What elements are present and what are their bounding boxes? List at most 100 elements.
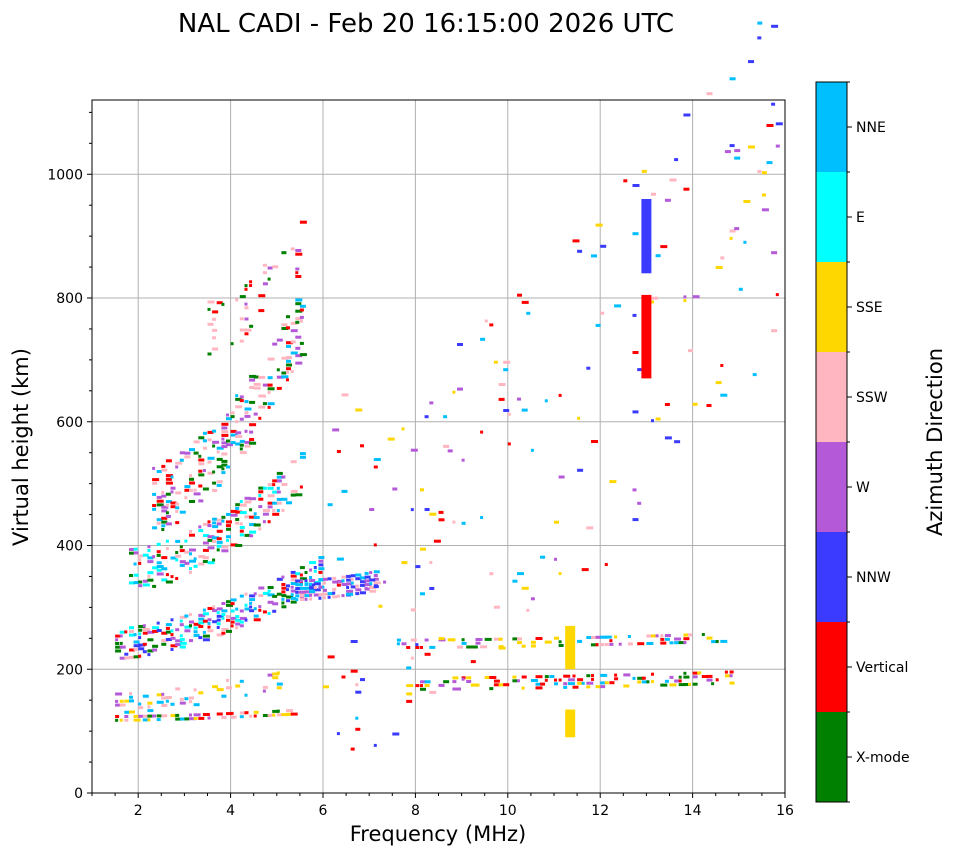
echo-point bbox=[184, 550, 190, 554]
colorbar-segment bbox=[816, 172, 847, 262]
echo-point bbox=[235, 510, 243, 514]
echo-point bbox=[239, 395, 244, 399]
echo-point bbox=[179, 623, 184, 627]
echo-point bbox=[614, 635, 618, 639]
echo-point bbox=[364, 587, 370, 591]
echo-point bbox=[165, 522, 172, 526]
echo-point bbox=[179, 641, 187, 645]
echo-point bbox=[179, 619, 183, 623]
echo-point bbox=[216, 712, 223, 716]
echo-point bbox=[276, 479, 282, 483]
echo-point bbox=[239, 679, 244, 683]
echo-point bbox=[309, 582, 313, 586]
echo-point bbox=[221, 467, 225, 471]
echo-point bbox=[276, 368, 280, 372]
echo-point bbox=[415, 565, 421, 569]
echo-point bbox=[129, 655, 135, 659]
echo-point bbox=[466, 680, 472, 683]
echo-point bbox=[318, 567, 325, 571]
echo-point bbox=[299, 577, 307, 581]
echo-point bbox=[193, 557, 197, 561]
echo-point bbox=[410, 638, 417, 642]
echo-point bbox=[249, 441, 257, 445]
echo-point bbox=[230, 429, 237, 433]
echo-point bbox=[336, 450, 341, 453]
echo-point bbox=[267, 402, 275, 406]
echo-point bbox=[267, 494, 275, 498]
echo-point bbox=[189, 567, 192, 571]
echo-point bbox=[230, 715, 237, 719]
echo-point bbox=[281, 497, 288, 501]
echo-point bbox=[226, 527, 231, 531]
echo-point bbox=[498, 646, 506, 650]
echo-point bbox=[507, 412, 511, 416]
echo-point bbox=[498, 637, 503, 641]
echo-point bbox=[724, 150, 731, 154]
echo-point bbox=[341, 594, 345, 598]
echo-point bbox=[124, 652, 129, 656]
echo-point bbox=[230, 624, 234, 628]
echo-point bbox=[249, 423, 257, 427]
echo-point bbox=[239, 511, 247, 515]
echo-point bbox=[734, 156, 741, 160]
echo-point bbox=[230, 513, 238, 517]
echo-point bbox=[290, 370, 294, 374]
echo-point bbox=[179, 545, 183, 549]
colorbar-tick-label: Vertical bbox=[856, 660, 908, 676]
echo-point bbox=[641, 169, 647, 173]
echo-point bbox=[244, 306, 249, 310]
echo-point bbox=[295, 572, 301, 576]
echo-point bbox=[267, 520, 271, 524]
echo-point bbox=[318, 578, 325, 582]
grid-layer bbox=[92, 100, 785, 793]
echo-point bbox=[207, 618, 212, 622]
echo-point bbox=[669, 641, 674, 645]
echo-point bbox=[346, 578, 352, 582]
echo-point bbox=[554, 557, 557, 561]
echo-point bbox=[604, 563, 608, 566]
echo-point bbox=[115, 634, 122, 638]
echo-point bbox=[600, 643, 605, 647]
echo-point bbox=[554, 682, 558, 686]
echo-point bbox=[198, 617, 205, 621]
echo-point bbox=[521, 644, 526, 648]
echo-point bbox=[276, 386, 282, 390]
echo-point bbox=[235, 618, 242, 622]
echo-point bbox=[475, 638, 483, 641]
echo-point bbox=[253, 412, 258, 416]
echo-point bbox=[295, 275, 302, 278]
echo-point bbox=[184, 488, 191, 492]
echo-point bbox=[683, 671, 687, 675]
echo-point bbox=[604, 635, 612, 639]
echo-point bbox=[170, 644, 178, 648]
echo-point bbox=[281, 251, 287, 255]
echo-point bbox=[424, 415, 429, 419]
echo-point bbox=[461, 521, 466, 525]
echo-point bbox=[267, 612, 271, 615]
echo-point bbox=[207, 438, 212, 442]
echo-point bbox=[212, 540, 217, 543]
echo-point bbox=[156, 561, 162, 565]
echo-point bbox=[286, 367, 291, 371]
echo-point bbox=[147, 649, 154, 653]
echo-point bbox=[230, 441, 236, 445]
echo-point bbox=[493, 683, 500, 687]
echo-point bbox=[281, 327, 289, 330]
echo-point bbox=[309, 561, 317, 565]
echo-point bbox=[341, 675, 346, 679]
echo-point bbox=[526, 311, 531, 315]
echo-point bbox=[336, 557, 344, 561]
echo-point bbox=[688, 349, 693, 353]
echo-point bbox=[152, 644, 159, 648]
echo-point bbox=[664, 634, 671, 637]
echo-point bbox=[286, 588, 289, 592]
echo-point bbox=[165, 626, 170, 630]
echo-point bbox=[161, 556, 168, 560]
echo-point bbox=[133, 562, 137, 566]
echo-point bbox=[262, 610, 267, 614]
echo-point bbox=[207, 629, 214, 633]
echo-point bbox=[651, 192, 656, 196]
echo-point bbox=[281, 356, 289, 360]
echo-point bbox=[235, 420, 239, 424]
echo-point bbox=[281, 590, 286, 594]
